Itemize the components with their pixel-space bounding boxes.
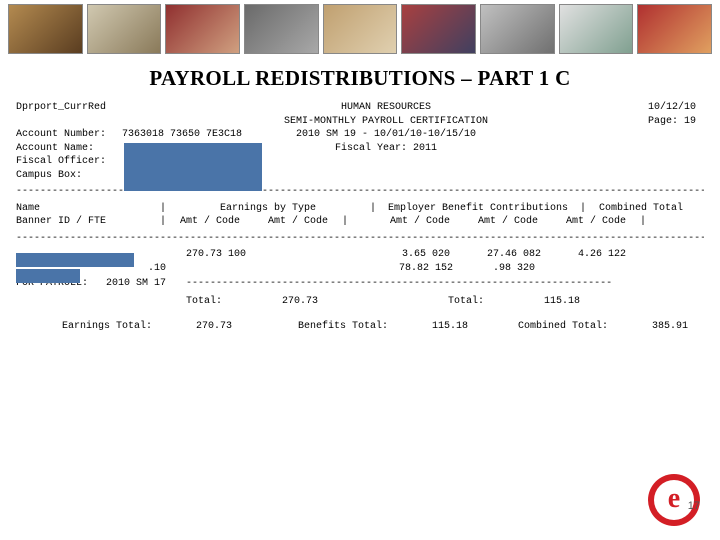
divider-line: ----------------------------------------…: [16, 232, 704, 246]
grand-ben-value: 115.18: [432, 321, 468, 332]
r1-b3-code: 122: [608, 249, 626, 260]
grand-comb-value: 385.91: [652, 321, 688, 332]
r1-b3-amt: 4.26: [578, 249, 602, 260]
slide-number: 17: [688, 500, 700, 512]
fiscal-year-value: 2011: [413, 143, 437, 154]
grand-earn-value: 270.73: [196, 321, 232, 332]
report-heading-1: HUMAN RESOURCES: [246, 101, 526, 115]
col-banner: Banner ID / FTE: [16, 216, 106, 227]
header-photo: [323, 4, 398, 54]
sub-earn-label: Total:: [186, 296, 222, 307]
header-photo-strip: [0, 0, 720, 56]
redaction-block: [124, 143, 262, 191]
header-photo: [8, 4, 83, 54]
header-photo: [165, 4, 240, 54]
header-photo: [637, 4, 712, 54]
amt-code-4: Amt / Code: [478, 216, 538, 227]
col-combined: Combined Total: [599, 203, 683, 214]
r1-b2-amt: 27.46: [487, 249, 517, 260]
brand-logo-letter: e: [668, 485, 680, 513]
header-photo: [244, 4, 319, 54]
col-employer: Employer Benefit Contributions: [388, 203, 568, 214]
r1-earn-code: 100: [228, 249, 246, 260]
header-photo: [401, 4, 476, 54]
report-date: 10/12/10: [526, 101, 696, 115]
r1-b1-amt: 3.65: [402, 249, 426, 260]
col-name: Name: [16, 203, 40, 214]
fiscal-year-label: Fiscal Year:: [335, 143, 407, 154]
grand-ben-label: Benefits Total:: [298, 321, 388, 332]
amt-code-3: Amt / Code: [390, 216, 450, 227]
page-title: PAYROLL REDISTRIBUTIONS – PART 1 C: [0, 66, 720, 91]
report-id: Dprport_CurrRed: [16, 101, 246, 115]
r2-b2-code: 320: [517, 263, 535, 274]
header-photo: [559, 4, 634, 54]
report-heading-3: 2010 SM 19 - 10/01/10-10/15/10: [246, 128, 526, 142]
for-payroll-value: 2010 SM 17: [106, 278, 166, 289]
report-heading-2: SEMI-MONTHLY PAYROLL CERTIFICATION: [246, 115, 526, 129]
header-photo: [87, 4, 162, 54]
campus-box-label: Campus Box:: [16, 169, 116, 183]
sub-ben-value: 115.18: [544, 296, 580, 307]
r1-b2-code: 082: [523, 249, 541, 260]
header-photo: [480, 4, 555, 54]
sub-ben-label: Total:: [448, 296, 484, 307]
payroll-report: Dprport_CurrRed HUMAN RESOURCES 10/12/10…: [16, 101, 704, 334]
divider-line: ----------------------------------------…: [16, 185, 704, 199]
account-number-label: Account Number:: [16, 128, 116, 142]
divider-mini: ----------------------------------------…: [186, 277, 704, 291]
r2-b1-code: 152: [435, 263, 453, 274]
page-label: Page:: [648, 116, 678, 127]
r2-b1-amt: 78.82: [399, 263, 429, 274]
grand-comb-label: Combined Total:: [518, 321, 608, 332]
amt-code-1: Amt / Code: [180, 216, 240, 227]
r1-earn-amt: 270.73: [186, 249, 222, 260]
account-number-value: 7363018 73650 7E3C18: [122, 129, 242, 140]
r1-b1-code: 020: [432, 249, 450, 260]
fiscal-officer-label: Fiscal Officer:: [16, 155, 116, 169]
amt-code-5: Amt / Code: [566, 216, 626, 227]
r2-fte: .10: [148, 263, 166, 274]
r2-b2-amt: .98: [493, 263, 511, 274]
redaction-block: [16, 253, 134, 267]
sub-earn-value: 270.73: [282, 296, 318, 307]
amt-code-2: Amt / Code: [268, 216, 328, 227]
account-name-label: Account Name:: [16, 142, 116, 156]
redaction-block: [16, 269, 80, 283]
page-number: 19: [684, 116, 696, 127]
grand-earn-label: Earnings Total:: [62, 321, 152, 332]
col-earnings: Earnings by Type: [220, 203, 316, 214]
